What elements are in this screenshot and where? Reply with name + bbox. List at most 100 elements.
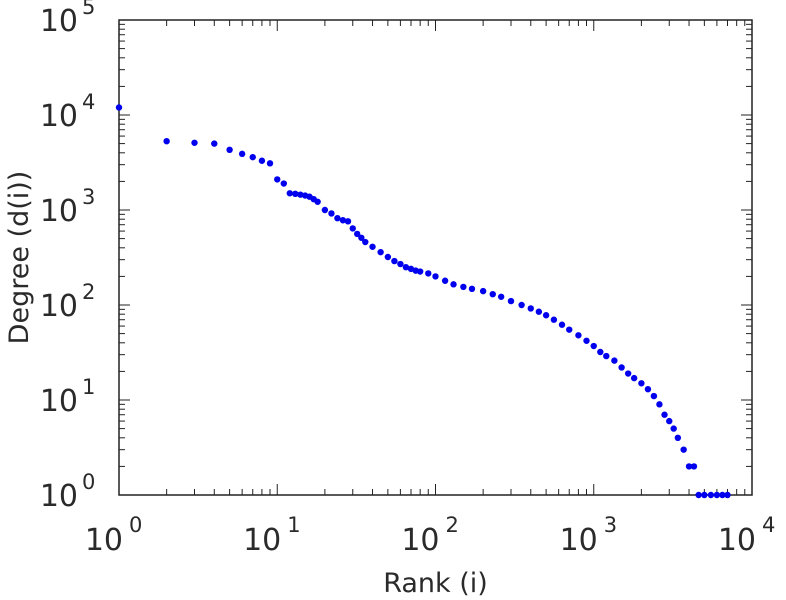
x-tick-label: 10 1 [243,513,301,558]
data-point [666,417,673,425]
data-point [558,321,566,328]
data-point [369,243,376,250]
data-point [590,342,597,350]
data-point [661,411,668,418]
y-tick-label: 10 0 [40,470,96,514]
x-tick-label: 10 0 [85,513,143,558]
y-tick-base: 10 [40,384,78,419]
data-point [535,308,543,315]
data-point [377,248,384,256]
y-tick-label: 10 5 [40,0,96,39]
x-tick-exponent: 1 [287,513,300,537]
data-point [630,374,638,382]
data-point [286,190,293,197]
data-point [391,257,398,265]
data-point [542,312,550,319]
data-point [597,348,604,356]
y-tick-exponent: 0 [82,470,95,494]
data-point [397,260,404,268]
axis-ticks [118,19,753,496]
y-tick-exponent: 5 [82,0,95,19]
data-point [314,198,321,205]
plot-frame [118,19,753,496]
data-point [713,491,721,499]
x-axis-label: Rank (i) [383,568,488,599]
data-point [321,206,329,214]
x-tick-exponent: 2 [446,513,459,537]
data-point [432,273,439,280]
data-point [674,434,682,442]
x-tick-base: 10 [85,523,123,558]
y-tick-exponent: 4 [82,90,95,114]
data-point [701,491,708,499]
data-point [468,285,476,293]
data-point [349,225,356,232]
data-point [680,446,687,453]
y-tick-label: 10 1 [40,375,96,419]
data-point [489,290,496,298]
y-tick-base: 10 [40,194,78,229]
x-tick-base: 10 [560,523,598,558]
data-point [384,253,392,261]
data-point [624,370,632,377]
data-point [450,281,457,288]
data-point [719,491,726,499]
data-point [638,380,645,387]
x-tick-label: 10 4 [718,513,776,558]
data-point [334,214,341,222]
data-point [353,230,361,238]
data-point [707,491,715,499]
x-tick-base: 10 [401,523,439,558]
data-point [297,191,304,198]
x-tick-base: 10 [718,523,756,558]
data-point [650,392,658,400]
data-point [507,297,515,305]
data-point [497,293,505,300]
x-tick-labels: 10 0 10 1 10 2 10 3 10 4 [85,513,776,558]
data-point [550,316,558,323]
x-tick-label: 10 2 [401,513,459,558]
data-point [362,238,369,246]
x-tick-exponent: 0 [129,513,142,537]
data-point [292,190,299,198]
data-point [656,401,663,408]
data-point [416,268,424,275]
data-point [274,176,281,183]
data-point [518,301,525,309]
data-point [328,210,335,217]
data-point [358,234,365,241]
data-point [603,352,610,360]
y-tick-label: 10 3 [40,185,96,229]
data-point [618,364,625,371]
x-tick-label: 10 3 [560,513,618,558]
data-point [402,263,410,271]
data-point [211,140,218,147]
data-point [685,463,693,470]
data-point [344,218,352,225]
y-axis-label: Degree (d(i)) [4,171,35,345]
data-point [670,425,677,432]
data-point [191,139,198,146]
y-tick-base: 10 [40,4,78,39]
data-point [425,270,432,277]
data-point [583,337,590,344]
data-point [441,277,449,284]
y-tick-base: 10 [40,289,78,324]
y-tick-base: 10 [40,99,78,134]
data-points [115,104,731,499]
y-tick-base: 10 [40,479,78,514]
data-point [724,491,731,499]
data-point [460,283,467,291]
y-tick-exponent: 1 [82,375,95,399]
data-point [339,217,347,224]
data-point [258,157,266,164]
data-point [280,180,288,187]
data-point [115,104,123,111]
data-point [644,385,652,393]
y-tick-label: 10 4 [40,90,96,134]
data-point [479,287,487,295]
data-point [163,137,170,145]
data-point [226,146,233,154]
